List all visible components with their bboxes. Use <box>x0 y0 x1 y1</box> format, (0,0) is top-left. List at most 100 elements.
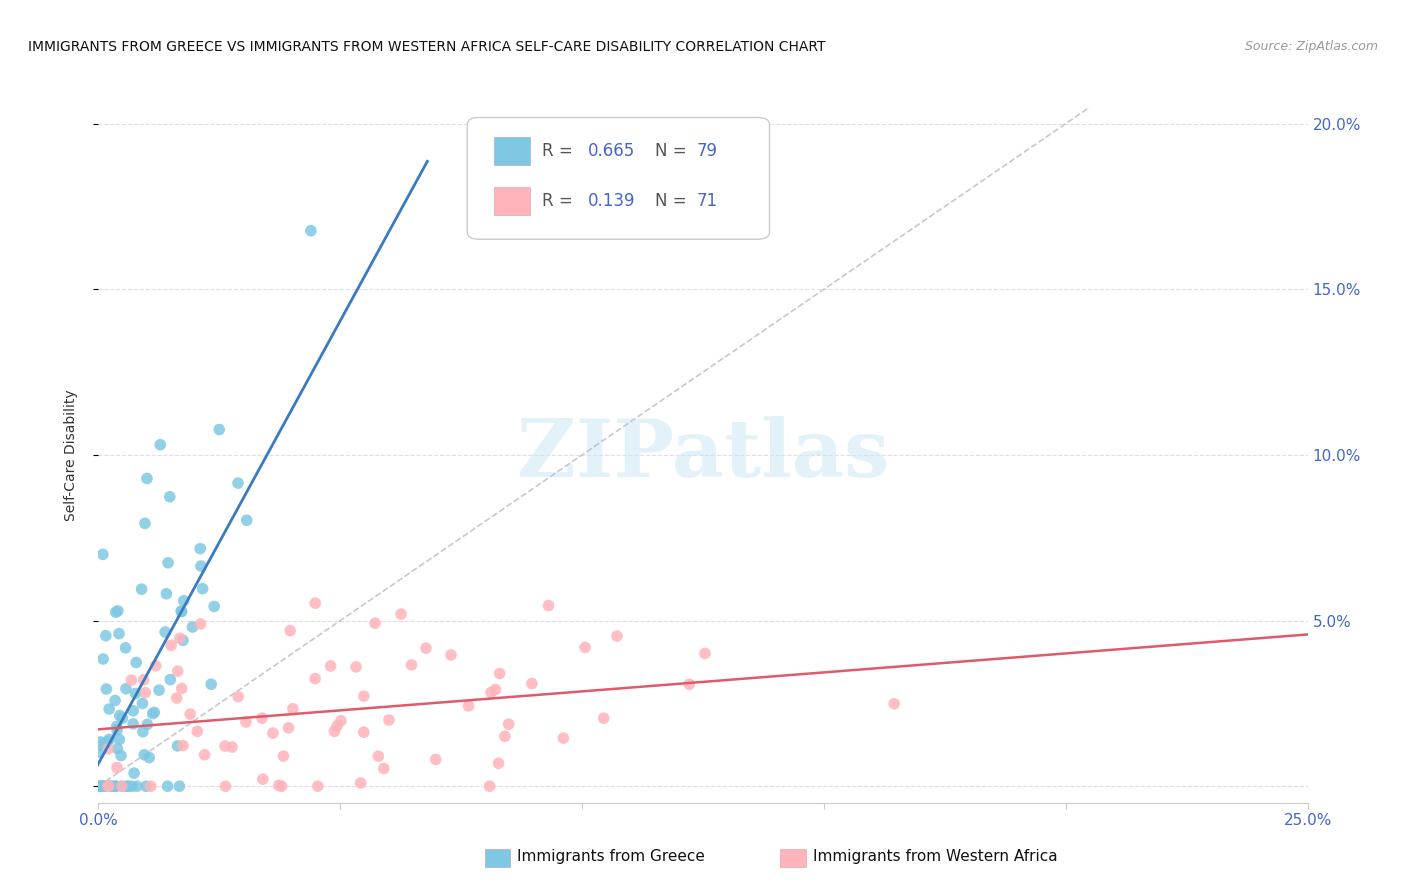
Point <box>488 666 510 681</box>
Point <box>108 708 131 723</box>
Point <box>169 779 191 793</box>
Point <box>169 632 191 646</box>
Point <box>537 599 560 613</box>
Point <box>143 706 166 720</box>
Point <box>104 779 127 793</box>
Point <box>273 749 295 764</box>
Point <box>114 640 136 655</box>
Point <box>367 749 389 764</box>
Point <box>96 779 118 793</box>
Point <box>373 762 395 776</box>
Point <box>170 605 193 619</box>
Point <box>202 599 225 614</box>
Point <box>319 659 342 673</box>
Text: Source: ZipAtlas.com: Source: ZipAtlas.com <box>1244 40 1378 54</box>
Point <box>179 707 201 722</box>
Point <box>484 682 506 697</box>
Bar <box>494 187 530 215</box>
Point <box>277 721 299 735</box>
Point <box>93 779 115 793</box>
Point <box>226 690 249 704</box>
Point <box>235 714 257 729</box>
Point <box>304 596 326 610</box>
Text: N =: N = <box>655 142 692 160</box>
Point <box>135 779 157 793</box>
Point <box>89 779 111 793</box>
Point <box>353 725 375 739</box>
Point <box>115 779 138 793</box>
Point <box>353 689 375 703</box>
Point <box>134 747 156 762</box>
Point <box>117 779 139 793</box>
Point <box>214 779 236 793</box>
Text: R =: R = <box>543 142 578 160</box>
Point <box>173 593 195 607</box>
Point <box>166 691 188 706</box>
Point <box>186 724 208 739</box>
Point <box>105 779 128 793</box>
Point <box>104 693 127 707</box>
Text: IMMIGRANTS FROM GREECE VS IMMIGRANTS FROM WESTERN AFRICA SELF-CARE DISABILITY CO: IMMIGRANTS FROM GREECE VS IMMIGRANTS FRO… <box>28 40 825 54</box>
Text: ZIPatlas: ZIPatlas <box>517 416 889 494</box>
Point <box>235 513 257 527</box>
Point <box>181 620 204 634</box>
Point <box>107 604 129 618</box>
Point <box>122 704 145 718</box>
Text: 0.665: 0.665 <box>588 142 636 160</box>
Point <box>299 224 322 238</box>
Point <box>606 629 628 643</box>
Point <box>89 779 111 793</box>
Point <box>170 681 193 696</box>
Point <box>156 779 179 793</box>
Point <box>155 587 177 601</box>
Point <box>91 652 114 666</box>
Point <box>883 697 905 711</box>
Point <box>97 779 120 793</box>
Point <box>270 779 292 793</box>
Point <box>97 741 120 756</box>
Point <box>136 717 159 731</box>
Point <box>138 750 160 764</box>
Point <box>278 624 301 638</box>
Point <box>323 724 346 739</box>
Point <box>155 625 177 640</box>
Point <box>149 438 172 452</box>
Point <box>574 640 596 655</box>
Point <box>157 556 180 570</box>
Point <box>307 779 329 793</box>
Point <box>131 697 153 711</box>
Point <box>148 683 170 698</box>
Point <box>457 698 479 713</box>
Point <box>132 724 155 739</box>
Text: R =: R = <box>543 192 578 210</box>
Text: 79: 79 <box>697 142 718 160</box>
Point <box>378 713 401 727</box>
Point <box>498 717 520 731</box>
Point <box>214 739 236 753</box>
Point <box>166 739 188 753</box>
Point <box>125 779 148 793</box>
Point <box>252 772 274 786</box>
Point <box>678 677 700 691</box>
Point <box>97 779 120 793</box>
Text: Immigrants from Western Africa: Immigrants from Western Africa <box>813 849 1057 863</box>
Point <box>267 778 290 792</box>
Point <box>494 729 516 743</box>
Point <box>440 648 463 662</box>
Point <box>172 633 194 648</box>
Point <box>111 779 134 793</box>
Point <box>425 752 447 766</box>
Point <box>89 779 111 793</box>
Point <box>145 658 167 673</box>
Point <box>105 723 128 737</box>
Text: 0.139: 0.139 <box>588 192 636 210</box>
Point <box>159 673 181 687</box>
Y-axis label: Self-Care Disability: Self-Care Disability <box>63 389 77 521</box>
Point <box>131 582 153 597</box>
FancyBboxPatch shape <box>467 118 769 239</box>
Point <box>592 711 614 725</box>
Point <box>488 756 510 771</box>
Point <box>344 660 367 674</box>
Point <box>166 664 188 678</box>
Point <box>139 779 162 793</box>
